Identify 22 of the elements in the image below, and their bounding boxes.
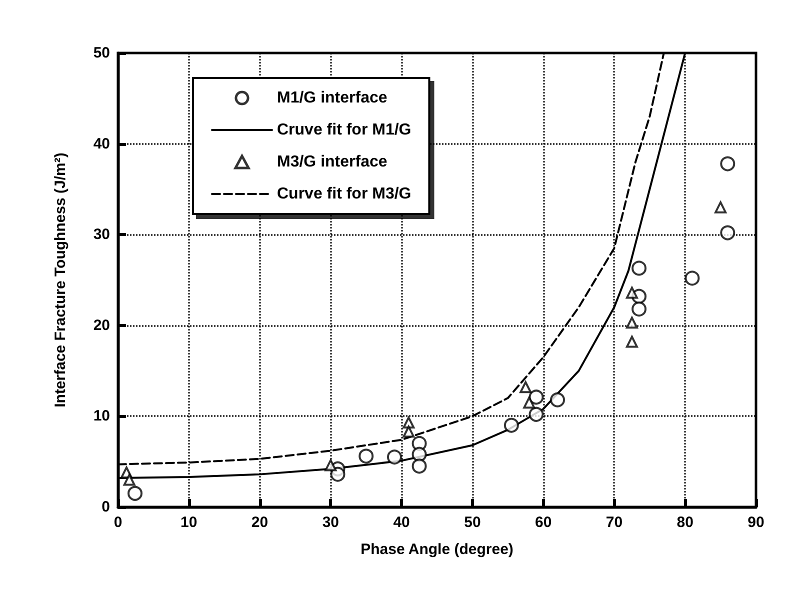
x-axis-title: Phase Angle (degree) xyxy=(360,541,514,558)
legend-label: M1/G interface xyxy=(277,90,388,106)
y-axis-title: Interface Fracture Toughness (J/m²) xyxy=(52,152,69,408)
x-tick-label: 70 xyxy=(606,514,623,531)
y-tick-label: 30 xyxy=(93,226,110,244)
y-tick-label: 20 xyxy=(93,316,110,334)
x-tick-label: 80 xyxy=(676,514,694,531)
y-tick-label: 50 xyxy=(93,44,110,62)
legend-label: Cruve fit for M1/G xyxy=(277,122,412,138)
y-tick-label: 40 xyxy=(93,135,110,152)
x-tick-label: 40 xyxy=(393,514,410,531)
legend-label: Curve fit for M3/G xyxy=(277,186,412,202)
x-tick-label: 0 xyxy=(114,514,122,531)
x-tick-label: 60 xyxy=(534,514,552,531)
y-tick-label: 10 xyxy=(93,408,110,425)
y-tick-label: 0 xyxy=(102,498,110,516)
legend-label: M3/G interface xyxy=(277,154,388,170)
x-tick-label: 90 xyxy=(748,514,764,531)
x-tick-label: 10 xyxy=(180,514,198,531)
x-tick-label: 50 xyxy=(464,514,481,531)
x-tick-label: 30 xyxy=(322,514,340,531)
x-tick-label: 20 xyxy=(251,514,268,531)
